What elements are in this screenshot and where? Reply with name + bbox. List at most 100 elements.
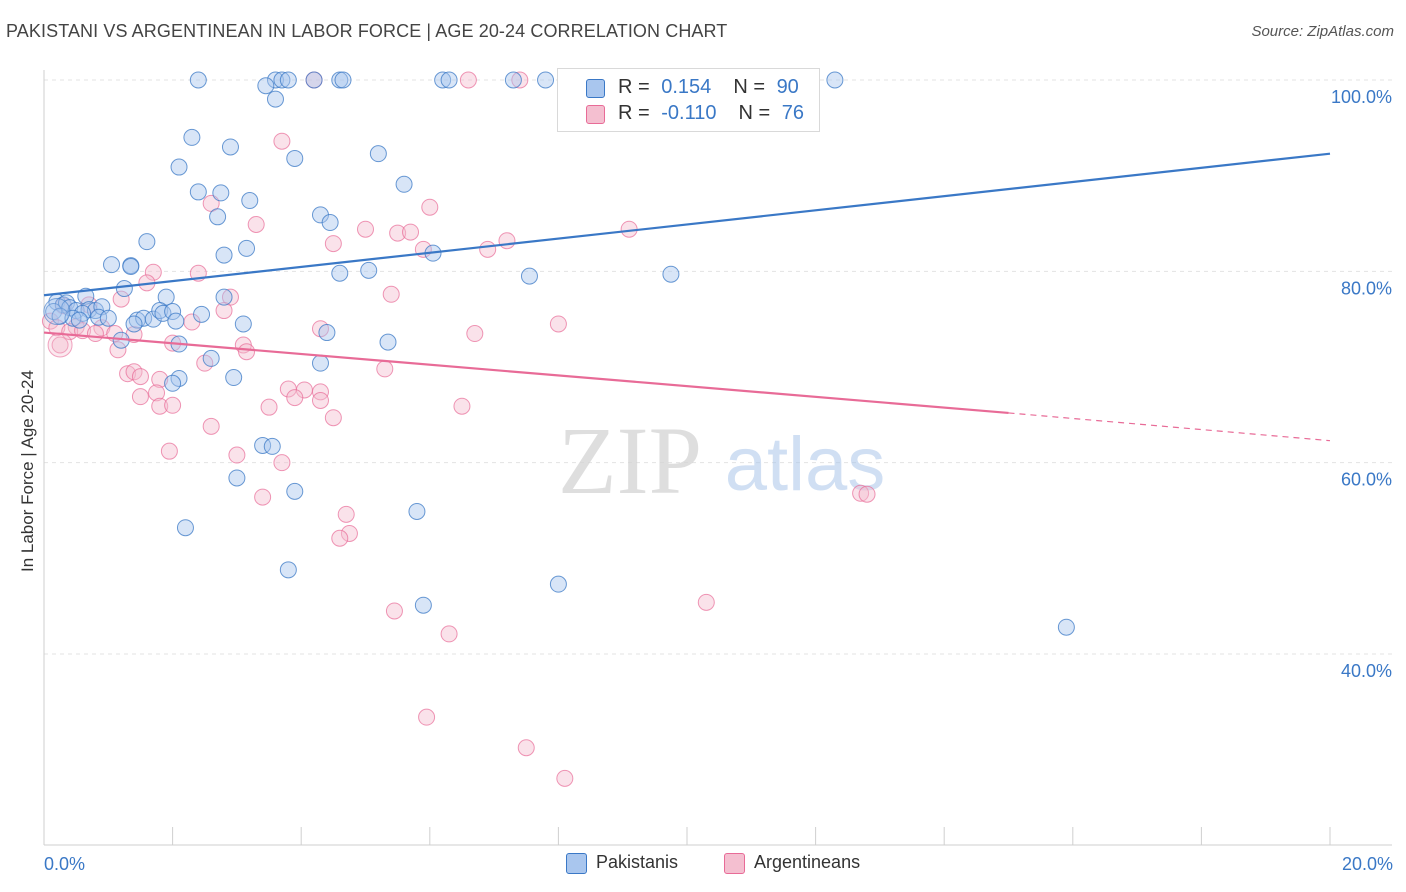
pakistani-point xyxy=(238,239,256,257)
argentinean-point xyxy=(382,285,400,303)
pakistani-point xyxy=(321,214,339,232)
argentinean-point xyxy=(109,341,127,359)
y-tick-label: 40.0% xyxy=(1341,661,1392,681)
legend-label-pakistanis: Pakistanis xyxy=(596,852,679,872)
pakistani-point xyxy=(221,138,239,156)
argentinean-point xyxy=(385,602,403,620)
argentinean-point xyxy=(324,409,342,427)
argentinean-point xyxy=(160,442,178,460)
argentinean-point xyxy=(357,220,374,238)
argentinean-point xyxy=(151,370,169,388)
argentinean-point xyxy=(402,223,420,241)
argentinean-point xyxy=(273,454,291,472)
argentinean-point xyxy=(421,198,439,216)
y-tick-label: 60.0% xyxy=(1341,470,1392,490)
pakistani-point xyxy=(138,233,156,251)
pakistani-point xyxy=(176,519,194,537)
pakistani-point xyxy=(228,469,246,487)
source-note: Source: ZipAtlas.com xyxy=(1251,23,1394,40)
argentinean-point xyxy=(164,396,182,414)
legend-r-value: 0.154 xyxy=(661,76,712,98)
pakistani-point xyxy=(662,265,680,283)
pakistani-point xyxy=(395,175,413,193)
legend-label-argentineans: Argentineans xyxy=(754,852,861,872)
argentinean-point xyxy=(148,384,166,402)
pakistani-point xyxy=(273,71,291,89)
argentinean-point xyxy=(131,368,149,386)
argentinean-point xyxy=(440,625,458,643)
legend-r-label: R = xyxy=(618,102,656,124)
legend-swatch-pink xyxy=(724,853,745,874)
tick-labels: 100.0% 80.0% 60.0% 40.0% 0.0% 20.0% xyxy=(44,87,1393,874)
argentinean-point xyxy=(47,332,73,358)
pakistani-point xyxy=(334,71,352,89)
pakistani-point xyxy=(318,324,336,342)
argentinean-point xyxy=(202,417,220,435)
correlation-legend: R = 0.154 N = 90 R = -0.110 N = 76 xyxy=(557,68,820,132)
y-tick-label: 80.0% xyxy=(1341,278,1392,298)
argentinean-point xyxy=(131,388,149,406)
pakistani-point xyxy=(266,71,284,89)
pakistani-point xyxy=(215,246,233,264)
pakistani-point xyxy=(360,261,378,279)
legend-swatch-blue xyxy=(566,853,587,874)
pakistani-point xyxy=(286,482,304,500)
pakistani-point xyxy=(103,256,121,274)
argentinean-point xyxy=(517,739,535,757)
argentinean-point xyxy=(119,365,137,383)
watermark-zip: ZIP xyxy=(558,407,702,514)
pakistani-point xyxy=(266,90,284,108)
pakistani-point xyxy=(43,298,71,326)
pakistani-point xyxy=(263,437,281,455)
x-tick-label: 20.0% xyxy=(1342,854,1393,874)
argentinean-point xyxy=(273,132,291,150)
argentinean-point xyxy=(466,325,484,343)
pakistani-point xyxy=(234,315,252,333)
pakistani-point xyxy=(115,280,133,298)
pakistani-point xyxy=(257,77,275,95)
pakistani-point xyxy=(70,311,88,329)
argentinean-point xyxy=(549,315,567,333)
argentinean-point xyxy=(247,215,265,233)
axes xyxy=(43,70,1392,846)
pakistani-point xyxy=(77,287,95,305)
pakistani-point xyxy=(64,309,82,327)
legend-n-label: N = xyxy=(738,102,776,124)
legend-swatch-blue xyxy=(586,79,605,98)
argentinean-point xyxy=(311,391,329,409)
pakistani-point xyxy=(379,333,397,351)
pakistani-point xyxy=(286,149,304,167)
argentinean-point xyxy=(254,488,272,506)
pakistani-point xyxy=(193,305,211,323)
pakistani-point xyxy=(164,303,182,321)
legend-n-value: 76 xyxy=(781,102,804,124)
watermark-atlas: atlas xyxy=(725,422,886,507)
argentinean-point xyxy=(144,263,162,281)
argentinean-point xyxy=(459,71,477,89)
argentinean-point xyxy=(498,232,516,250)
argentinean-point xyxy=(260,398,278,416)
pakistani-point xyxy=(189,71,207,89)
argentinean-point xyxy=(51,336,69,354)
grid-lines xyxy=(44,79,1392,655)
argentinean-point xyxy=(324,235,342,253)
chart-title: PAKISTANI VS ARGENTINEAN IN LABOR FORCE … xyxy=(6,21,728,41)
pakistani-point xyxy=(189,183,207,201)
pakistani-point xyxy=(151,302,169,320)
pakistanis-trend-line xyxy=(43,152,1331,297)
pakistani-point xyxy=(99,309,117,327)
argentinean-point xyxy=(228,446,246,464)
pakistani-point xyxy=(241,192,259,210)
pakistani-point xyxy=(279,561,297,579)
pakistani-point xyxy=(826,71,844,89)
pakistani-point xyxy=(122,258,140,276)
argentinean-point xyxy=(286,389,304,407)
watermark: ZIP atlas xyxy=(558,407,885,514)
y-tick-label: 100.0% xyxy=(1331,87,1392,107)
argentinean-point xyxy=(311,383,329,401)
pakistani-point xyxy=(225,369,243,387)
argentinean-point xyxy=(858,485,876,503)
argentinean-point xyxy=(337,505,355,523)
argentineans-trend-extension xyxy=(1008,412,1331,442)
pakistani-point xyxy=(183,128,201,146)
